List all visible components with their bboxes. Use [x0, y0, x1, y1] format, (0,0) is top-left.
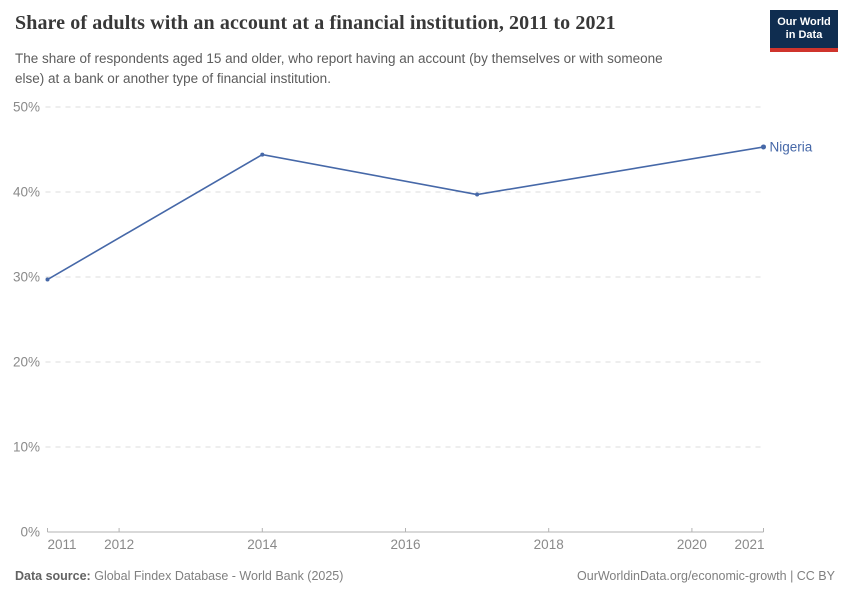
y-tick-label: 50%	[13, 100, 40, 115]
data-source-label: Data source:	[15, 569, 91, 583]
data-source-value: Global Findex Database - World Bank (202…	[94, 569, 344, 583]
y-tick-label: 0%	[20, 525, 40, 540]
owid-logo-line-1: Our World	[777, 16, 831, 28]
x-tick-label: 2018	[534, 537, 564, 552]
x-tick-label: 2011	[47, 537, 76, 552]
data-point	[475, 192, 480, 197]
page-title: Share of adults with an account at a fin…	[15, 12, 616, 34]
chart-subtitle: The share of respondents aged 15 and old…	[15, 49, 663, 89]
subtitle-line-1: The share of respondents aged 15 and old…	[15, 51, 663, 66]
x-tick-label: 2012	[104, 537, 134, 552]
x-tick-label: 2014	[247, 537, 278, 552]
data-point	[761, 144, 766, 150]
data-source: Data source: Global Findex Database - Wo…	[15, 569, 343, 583]
y-tick-label: 40%	[13, 185, 40, 200]
x-tick-label: 2021	[734, 537, 764, 552]
y-tick-label: 20%	[13, 355, 40, 370]
x-tick-label: 2020	[677, 537, 707, 552]
owid-logo: Our World in Data	[770, 10, 838, 52]
series-label: Nigeria	[770, 139, 813, 154]
data-point	[45, 277, 50, 282]
owid-logo-line-2: in Data	[785, 29, 823, 41]
data-line-nigeria	[47, 146, 764, 281]
y-tick-label: 10%	[13, 440, 40, 455]
subtitle-line-2: else) at a bank or another type of finan…	[15, 71, 331, 86]
x-tick-label: 2016	[390, 537, 420, 552]
license-note: OurWorldinData.org/economic-growth | CC …	[577, 569, 835, 583]
y-tick-label: 30%	[13, 270, 40, 285]
data-point	[260, 152, 265, 157]
